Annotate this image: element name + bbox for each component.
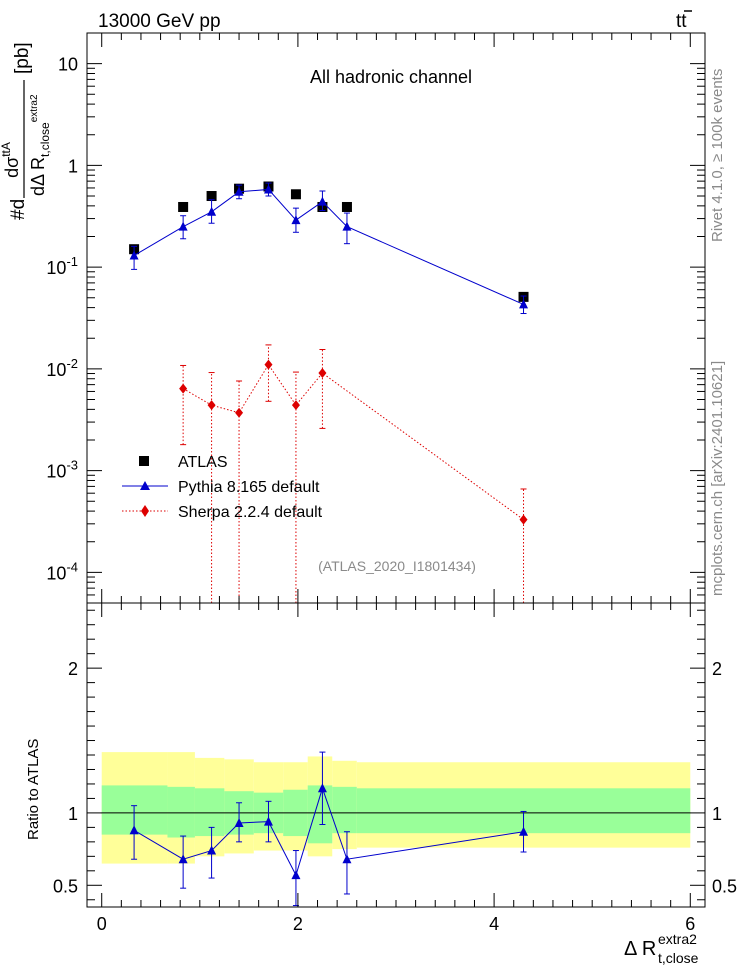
ratio-band-inner [307,785,333,844]
legend-atlas-label: ATLAS [178,454,228,471]
process-label: tt [676,11,687,32]
sherpa-point [519,514,528,525]
pythia-ratio-point [207,845,217,855]
x-axis-label-sup: extra2 [658,931,697,947]
main-y-tick-label: 10-4 [46,559,78,583]
pythia-point [129,250,139,260]
energy-label: 13000 GeV pp [98,11,221,32]
legend-pythia-marker [140,481,150,490]
pythia-point [207,206,217,216]
x-axis-label-sub: t,close [658,950,699,966]
ratio-y-tick-label-right: 0.5 [712,876,737,896]
pythia-ratio-point [234,818,244,828]
pythia-line [133,188,524,305]
pythia-ratio-point [263,816,273,826]
x-tick-label: 2 [293,914,303,934]
main-y-axis: 10-4 10-3 10-2 10-1 1 10 [46,32,705,604]
rivet-label: Rivet 4.1.0, ≥ 100k events [709,69,726,242]
main-y-tick-label: 10-1 [46,254,78,278]
sherpa-point [291,400,300,411]
ratio-band-inner [332,786,357,834]
svg-text:#d: #d [8,199,29,220]
main-y-tick-label: 10 [58,55,78,75]
pythia-ratio-point [519,826,529,836]
ratio-y-tick-label: 1 [68,804,78,824]
pythia-point [234,186,244,196]
ratio-band-inner [167,786,195,838]
main-title: All hadronic channel [310,67,472,87]
x-tick-label: 6 [685,914,695,934]
pythia-point [291,215,301,225]
main-ylabel: #d dσttA dΔ Rt,closeextra2 [pb] [0,42,52,220]
x-tick-label: 4 [489,914,499,934]
legend-atlas-marker [139,456,149,466]
atlas-point [290,189,301,200]
main-panel: All hadronic channel (ATLAS_2020_I180143… [46,32,706,604]
x-tick-label: 0 [97,914,107,934]
pythia-point [263,184,273,194]
legend-pythia-label: Pythia 8.165 default [178,479,320,496]
sherpa-point [207,400,216,411]
legend: ATLAS Pythia 8.165 default Sherpa 2.2.4 … [122,454,323,521]
pythia-ratio-point [129,825,139,835]
pythia-point [519,299,529,309]
ratio-y-axis: 0.5 0.5 1 1 2 2 [53,609,737,901]
main-plot-area [129,181,529,603]
sherpa-line [182,363,524,521]
pythia-point [317,196,327,206]
sherpa-point [179,383,188,394]
svg-text:dΔ Rt,closeextra2: dΔ Rt,closeextra2 [28,94,52,196]
ratio-panel: 0.5 0.5 1 1 2 2 0 2 4 6 [53,33,737,934]
ratio-y-tick-label-right: 2 [712,659,722,679]
pythia-point [178,221,188,231]
ratio-band-inner [194,788,225,837]
main-y-tick-label: 10-2 [46,356,78,380]
x-axis-label-main: Δ R [624,938,656,960]
ratio-y-tick-label-right: 1 [712,804,722,824]
x-axis-label: Δ R extra2 t,close [624,931,699,966]
x-axis: 0 2 4 6 [97,33,695,934]
ratio-ylabel: Ratio to ATLAS [25,739,42,840]
pythia-ratio-point [178,854,188,864]
sherpa-point [318,368,327,379]
sherpa-point [264,359,273,370]
legend-sherpa-marker [141,505,149,517]
svg-text:dσttA: dσttA [0,142,22,178]
mcplots-label: mcplots.cern.ch [arXiv:2401.10621] [709,361,726,596]
sherpa-point [235,407,244,418]
atlas-point [341,201,352,212]
atlas-point [178,201,189,212]
ratio-y-tick-label: 0.5 [53,876,78,896]
atlas-point [206,191,217,202]
pythia-point [342,221,352,231]
legend-sherpa-label: Sherpa 2.2.4 default [178,504,323,521]
pythia-ratio-point [342,854,352,864]
svg-text:[pb]: [pb] [12,42,33,74]
ratio-plot-area [101,751,691,907]
main-y-tick-label: 10-3 [46,458,78,482]
pythia-ratio-point [317,783,327,793]
main-y-tick-label: 1 [68,156,78,176]
pythia-ratio-point [291,870,301,880]
analysis-label: (ATLAS_2020_I1801434) [318,558,476,574]
ratio-y-tick-label: 2 [68,659,78,679]
